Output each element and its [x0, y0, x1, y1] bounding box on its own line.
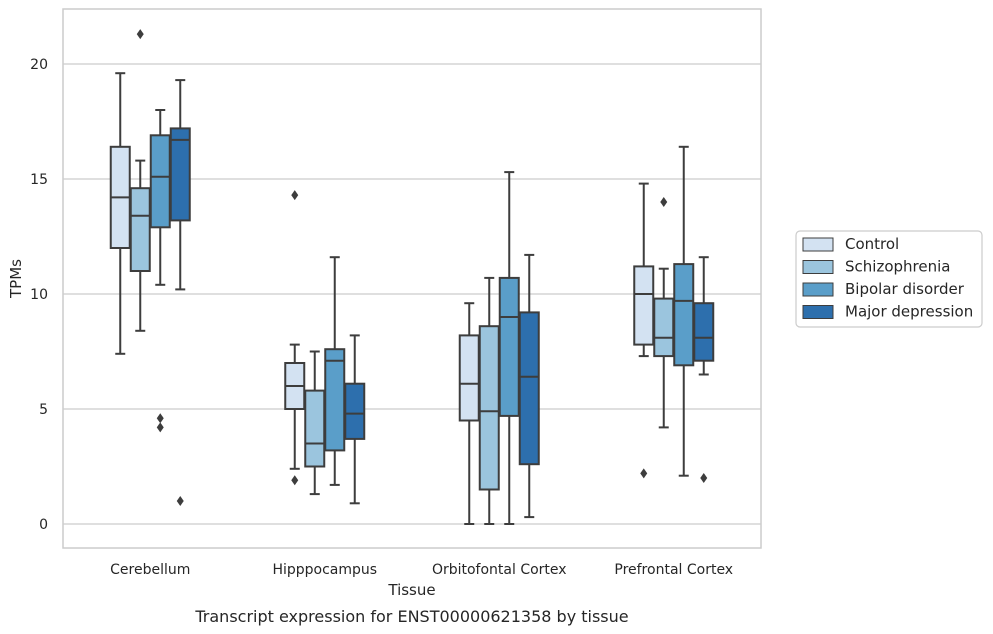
box-body: [633, 265, 655, 346]
box-body: [169, 127, 191, 222]
legend-item: Schizophrenia: [802, 258, 950, 276]
outlier-point: [136, 29, 144, 40]
y-axis-label: TPMs: [7, 259, 25, 299]
series-control: [109, 72, 655, 525]
box-element: [478, 276, 500, 525]
box-element: [653, 197, 675, 429]
legend-label: Control: [845, 235, 899, 253]
box-body: [478, 325, 500, 491]
box-body: [673, 263, 695, 367]
outlier-point: [700, 473, 708, 483]
x-axis-label: Tissue: [387, 581, 435, 599]
series-major-depression: [169, 79, 715, 519]
chart-caption: Transcript expression for ENST0000062135…: [194, 607, 628, 626]
x-tick-label: Orbitofontal Cortex: [432, 562, 567, 578]
legend: Control Schizophrenia Bipolar disorder Majo…: [795, 230, 983, 328]
box-element: [324, 256, 346, 486]
outlier-point: [176, 496, 184, 506]
y-tick-label: 20: [30, 57, 48, 73]
box-element: [304, 350, 326, 496]
axis-ticks: 0 5 10 15 20 Cerebellum Hipppocampus Orbitofont…: [30, 57, 733, 578]
outlier-point: [660, 197, 668, 207]
box-body: [129, 187, 151, 272]
x-tick-label: Hipppocampus: [272, 562, 377, 578]
box-element: [169, 79, 191, 506]
x-tick-label: Cerebellum: [110, 562, 190, 578]
plot-area-frame: [62, 8, 762, 549]
y-tick-label: 10: [30, 287, 48, 303]
box-element: [673, 145, 695, 477]
y-tick-label: 5: [39, 402, 48, 418]
box-element: [458, 302, 480, 525]
box-element: [149, 109, 171, 433]
box-body: [653, 297, 675, 358]
box-body: [344, 382, 366, 440]
x-tick-label: Prefrontal Cortex: [614, 562, 733, 578]
legend-swatch: [802, 260, 834, 274]
outlier-point: [291, 190, 299, 201]
outlier-point: [640, 468, 648, 479]
box-element: [109, 72, 131, 355]
legend-swatch: [802, 237, 834, 252]
legend-swatch: [802, 282, 834, 297]
gridlines: [63, 63, 761, 525]
outlier-point: [156, 413, 164, 424]
legend-label: Major depression: [845, 303, 973, 321]
series-schizophrenia: [129, 29, 675, 525]
outlier-point: [156, 422, 164, 433]
box-element: [498, 171, 520, 525]
box-element: [693, 256, 715, 483]
legend-swatch: [802, 305, 834, 319]
box-element: [284, 190, 306, 486]
legend-label: Schizophrenia: [845, 258, 950, 276]
box-body: [149, 134, 171, 229]
box-body: [458, 334, 480, 422]
box-element: [633, 182, 655, 479]
legend-label: Bipolar disorder: [845, 280, 965, 298]
y-tick-label: 0: [39, 517, 48, 533]
y-tick-label: 15: [30, 172, 48, 188]
legend-item: Control: [802, 235, 899, 253]
box-element: [518, 253, 540, 519]
box-body: [324, 348, 346, 452]
box-element: [344, 334, 366, 505]
box-body: [498, 276, 520, 417]
legend-item: Bipolar disorder: [802, 280, 965, 298]
legend-item: Major depression: [802, 303, 973, 321]
outlier-point: [291, 475, 299, 486]
box-series-layer: [109, 29, 715, 525]
box-body: [518, 311, 540, 466]
box-body: [693, 302, 715, 362]
series-bipolar-disorder: [149, 109, 695, 525]
legend-frame: [795, 230, 983, 328]
box-body: [304, 389, 326, 468]
box-element: [129, 29, 151, 332]
